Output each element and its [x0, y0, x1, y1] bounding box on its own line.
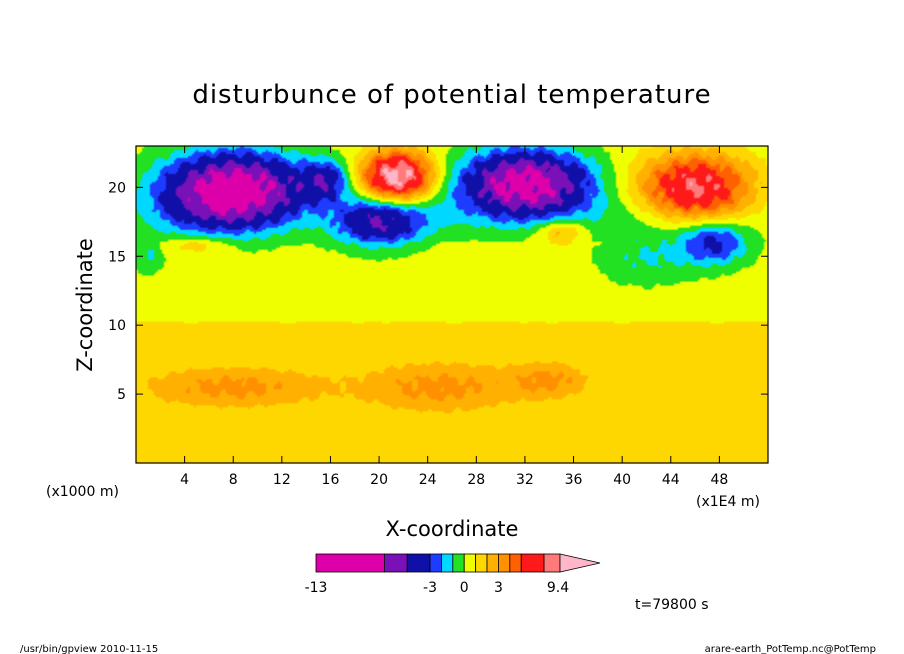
plot-frame [135, 145, 769, 464]
footer-left: /usr/bin/gpview 2010-11-15 [20, 644, 158, 654]
y-axis-ticks: 5 10 15 20 [108, 180, 768, 403]
x-axis-ticks: 4 8 12 16 20 24 28 32 36 40 44 48 [180, 146, 728, 488]
colorbar-segment [429, 553, 442, 573]
x-unit-right: (x1E4 m) [696, 494, 760, 510]
x-tick-label: 28 [467, 472, 485, 488]
time-label: t=79800 s [635, 597, 709, 613]
x-tick-label: 32 [516, 472, 534, 488]
x-tick-label: 48 [710, 472, 728, 488]
chart-title: disturbunce of potential temperature [192, 80, 711, 110]
x-axis-label: X-coordinate [386, 517, 519, 541]
colorbar-segment [441, 553, 454, 573]
plot-area [135, 145, 769, 464]
colorbar-label: 3 [494, 580, 503, 596]
x-tick-label: 36 [565, 472, 583, 488]
x-tick-label: 20 [370, 472, 388, 488]
colorbar-labels: -13 -3 0 3 9.4 [305, 580, 570, 596]
colorbar-label: -13 [305, 580, 328, 596]
colorbar-segment [384, 553, 408, 573]
x-tick-label: 24 [419, 472, 437, 488]
colorbar-segment [520, 553, 545, 573]
colorbar [315, 553, 601, 573]
colorbar-segment [463, 553, 477, 573]
colorbar-segment [486, 553, 499, 573]
y-tick-label: 15 [108, 249, 126, 265]
x-tick-label: 44 [662, 472, 680, 488]
x-tick-label: 12 [273, 472, 291, 488]
colorbar-segment [452, 553, 465, 573]
x-unit-left: (x1000 m) [46, 484, 119, 500]
colorbar-segment [315, 553, 385, 573]
y-tick-label: 20 [108, 180, 126, 196]
colorbar-extend-arrow [559, 553, 601, 573]
colorbar-label: -3 [423, 580, 437, 596]
x-tick-label: 40 [613, 472, 631, 488]
x-tick-label: 4 [180, 472, 189, 488]
colorbar-segment [475, 553, 488, 573]
x-tick-label: 16 [322, 472, 340, 488]
colorbar-segment [543, 553, 561, 573]
heatmap-image [136, 146, 768, 463]
colorbar-label: 9.4 [547, 580, 569, 596]
y-tick-label: 5 [117, 387, 126, 403]
colorbar-segment [406, 553, 431, 573]
colorbar-segment [509, 553, 522, 573]
x-tick-label: 8 [229, 472, 238, 488]
y-axis-label: Z-coordinate [73, 238, 97, 372]
colorbar-label: 0 [460, 580, 469, 596]
footer-right: arare-earth_PotTemp.nc@PotTemp [705, 644, 876, 654]
colorbar-segment [498, 553, 511, 573]
y-tick-label: 10 [108, 318, 126, 334]
